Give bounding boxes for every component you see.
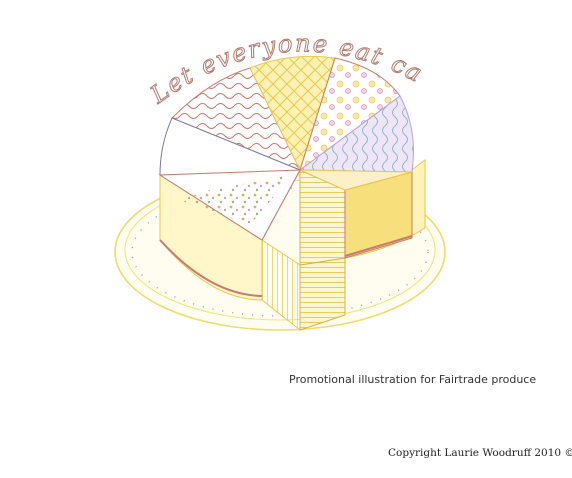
cake-illustration: Let everyone eat cake...: [0, 0, 446, 332]
caption: Promotional illustration for Fairtrade p…: [289, 373, 537, 386]
cake-body: [159, 158, 426, 332]
copyright-notice: Copyright Laurie Woodruff 2010 ©: [388, 447, 572, 459]
cake-top: [158, 55, 414, 241]
